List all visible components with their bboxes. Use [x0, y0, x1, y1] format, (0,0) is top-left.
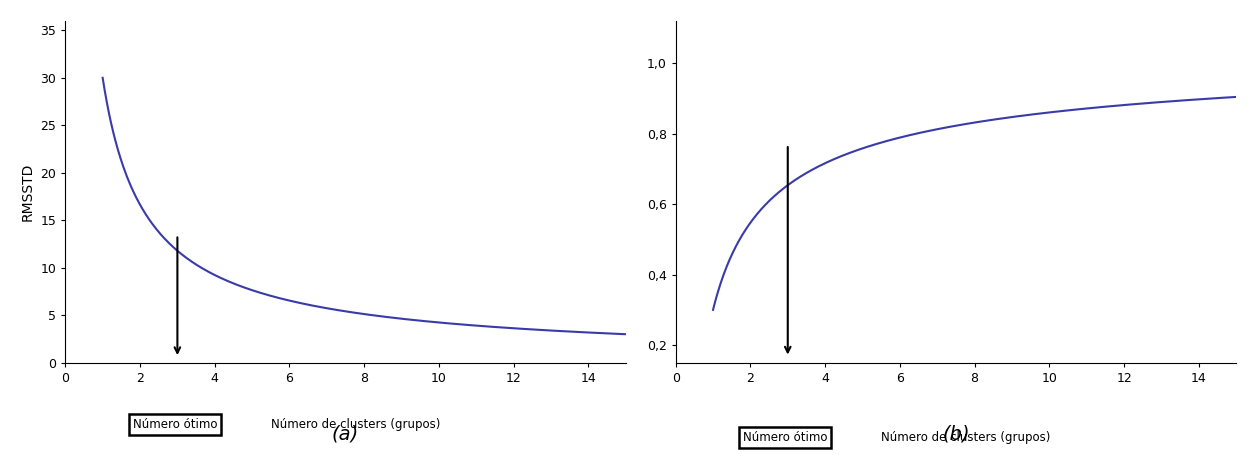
Text: (a): (a) [332, 424, 360, 443]
Text: Número ótimo: Número ótimo [743, 431, 827, 444]
Text: Número ótimo: Número ótimo [132, 418, 217, 431]
Text: Número de clusters (grupos): Número de clusters (grupos) [270, 418, 440, 431]
Y-axis label: RMSSTD: RMSSTD [21, 163, 35, 221]
Text: Número de clusters (grupos): Número de clusters (grupos) [881, 431, 1051, 444]
Text: (b): (b) [941, 424, 969, 443]
